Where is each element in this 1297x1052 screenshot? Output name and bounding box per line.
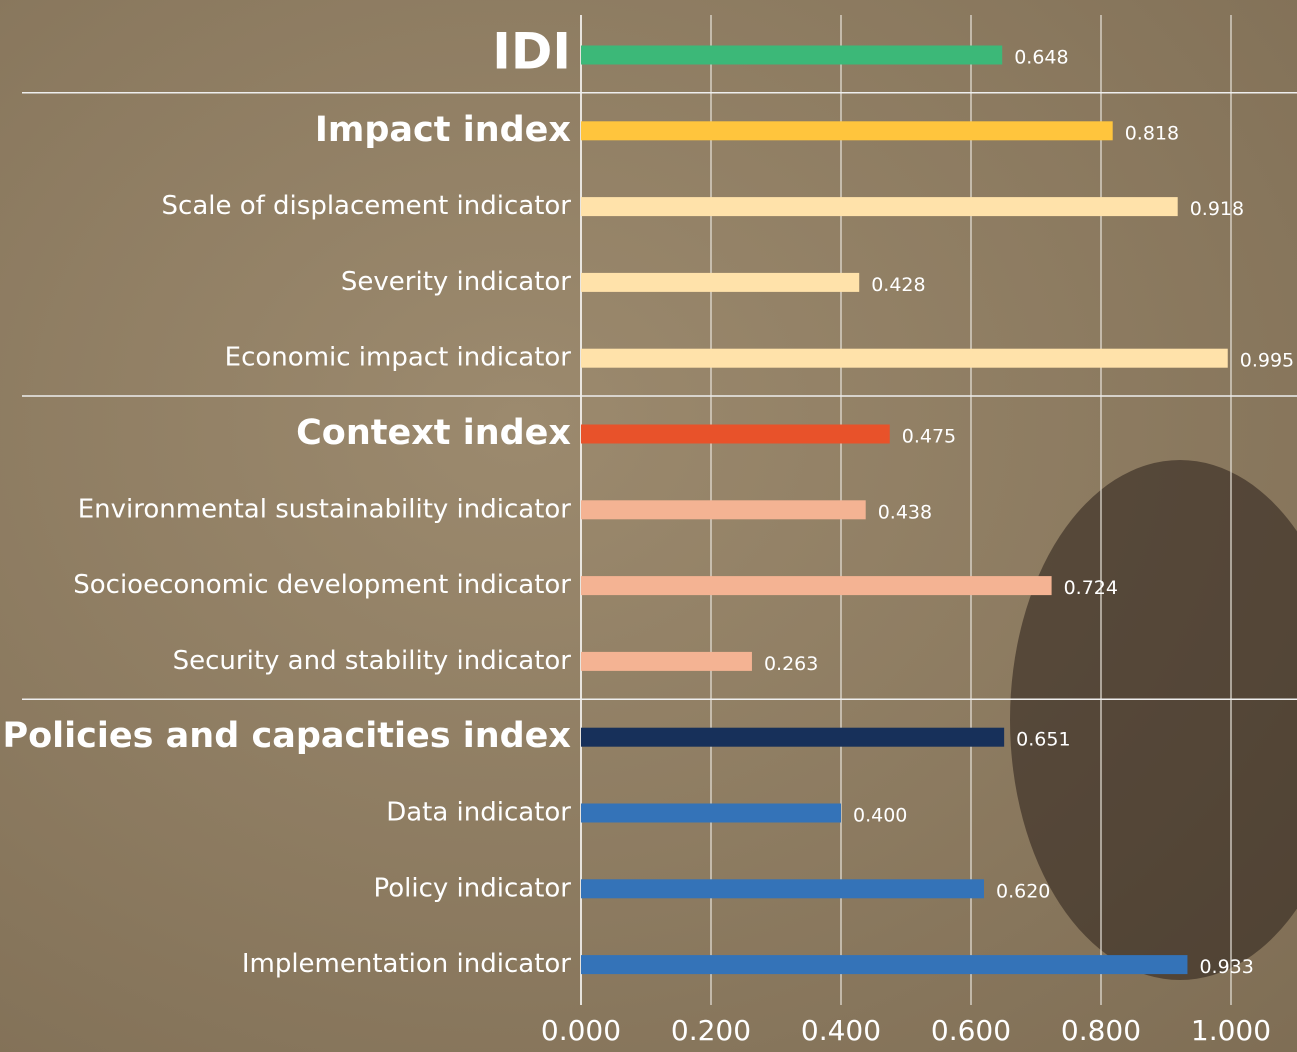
- category-label: Environmental sustainability indicator: [78, 494, 572, 524]
- value-label: 0.933: [1199, 956, 1253, 978]
- bar: [581, 500, 866, 520]
- x-tick-label: 0.800: [1061, 1014, 1141, 1047]
- category-label: Context index: [296, 413, 571, 453]
- x-tick-label: 0.000: [541, 1014, 621, 1047]
- bar: [581, 879, 984, 899]
- x-tick-label: 0.600: [931, 1014, 1011, 1047]
- value-label: 0.918: [1190, 198, 1244, 220]
- bar: [581, 955, 1188, 975]
- bar: [581, 121, 1113, 141]
- category-label: Policy indicator: [373, 873, 571, 903]
- x-tick-label: 0.200: [671, 1014, 751, 1047]
- bar: [581, 45, 1003, 65]
- x-tick-label: 0.400: [801, 1014, 881, 1047]
- value-label: 0.475: [902, 426, 956, 448]
- bar: [581, 197, 1178, 217]
- category-label: Economic impact indicator: [225, 343, 572, 373]
- category-label: Severity indicator: [341, 267, 571, 297]
- value-label: 0.438: [878, 501, 932, 523]
- bar: [581, 727, 1005, 747]
- category-label: IDI: [492, 23, 571, 81]
- value-label: 0.400: [853, 805, 907, 827]
- photo-figure: [1010, 460, 1297, 980]
- bar: [581, 348, 1228, 368]
- value-label: 0.648: [1014, 47, 1068, 69]
- x-tick-label: 1.000: [1191, 1014, 1271, 1047]
- category-label: Data indicator: [386, 798, 571, 828]
- category-label: Scale of displacement indicator: [162, 191, 572, 221]
- value-label: 0.428: [871, 274, 925, 296]
- bar: [581, 272, 860, 292]
- value-label: 0.995: [1240, 350, 1294, 372]
- bar: [581, 424, 890, 444]
- value-label: 0.263: [764, 653, 818, 675]
- bar: [581, 803, 841, 823]
- category-label: Socioeconomic development indicator: [73, 570, 571, 600]
- value-label: 0.620: [996, 880, 1050, 902]
- value-label: 0.651: [1016, 729, 1070, 751]
- category-label: Policies and capacities index: [2, 716, 571, 756]
- bar: [581, 651, 752, 671]
- category-label: Impact index: [315, 110, 572, 150]
- value-label: 0.818: [1125, 122, 1179, 144]
- category-label: Security and stability indicator: [173, 646, 572, 676]
- bar: [581, 576, 1052, 596]
- category-label: Implementation indicator: [242, 949, 571, 979]
- value-label: 0.724: [1064, 577, 1118, 599]
